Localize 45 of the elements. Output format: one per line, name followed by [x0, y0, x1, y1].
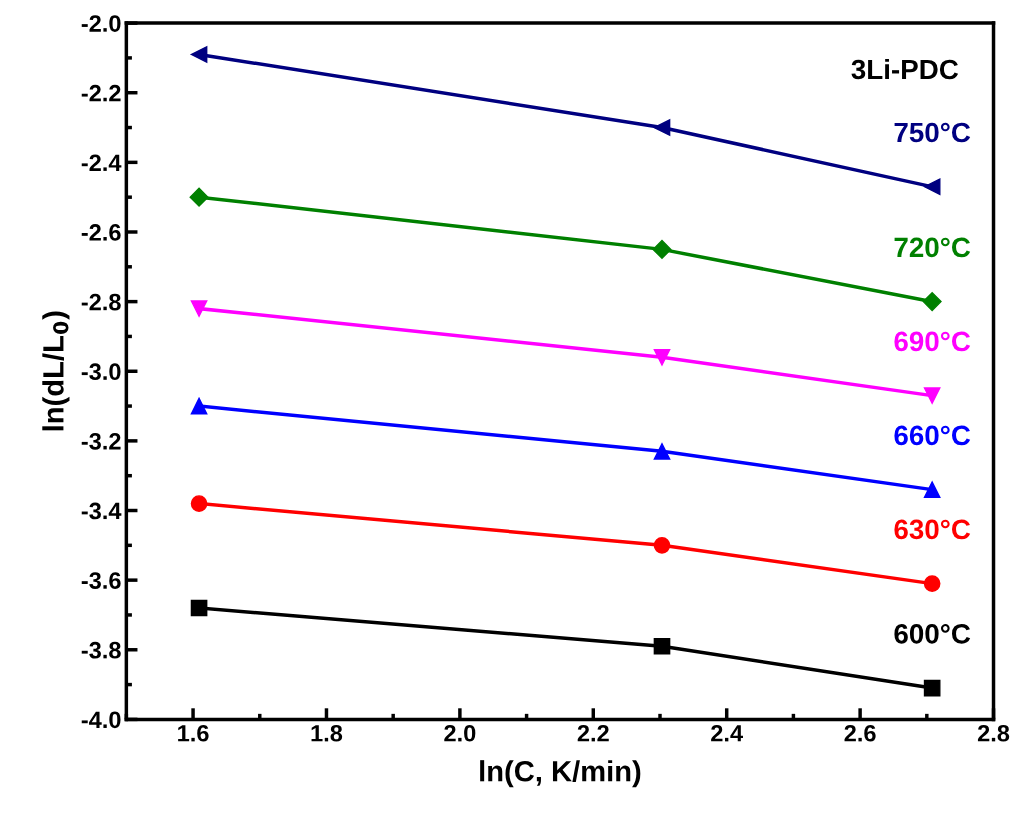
point: [190, 300, 208, 317]
series-label: 660°C: [894, 425, 971, 446]
point: [653, 119, 671, 136]
y-tick-label: -2.0: [81, 15, 121, 32]
point: [923, 679, 941, 697]
series-label: 690°C: [894, 331, 971, 352]
x-tick-label: 2.4: [711, 724, 743, 742]
y-axis-title: ln(dL/L$_{0}$): [42, 311, 70, 431]
annotation: 3Li-PDC: [851, 58, 959, 80]
x-tick-label: 1.8: [311, 724, 343, 742]
y-tick-label: -3.4: [81, 502, 122, 520]
x-tick-label: 2.6: [844, 724, 876, 742]
y-tick-label: -3.0: [81, 363, 121, 381]
point: [923, 481, 941, 498]
y-tick-label: -4.0: [81, 711, 121, 729]
y-tick-label: -2.2: [81, 84, 121, 102]
point: [653, 442, 671, 460]
point: [653, 637, 671, 655]
y-tick-label: -3.8: [81, 641, 121, 659]
series-label: 750°C: [894, 122, 971, 143]
point: [652, 239, 672, 259]
x-tick-label: 2.8: [977, 724, 1010, 742]
series-label: 720°C: [894, 237, 971, 258]
point: [190, 46, 208, 63]
point: [190, 495, 208, 512]
point: [922, 292, 942, 312]
series-label: 630°C: [894, 519, 971, 540]
x-tick-label: 2.2: [577, 724, 609, 742]
point: [653, 348, 671, 366]
y-tick-label: -2.4: [81, 154, 122, 171]
point: [923, 575, 941, 592]
y-tick-label: -2.8: [81, 293, 121, 311]
point: [923, 387, 941, 404]
point: [190, 599, 208, 617]
point: [189, 187, 209, 207]
y-tick-label: -3.2: [81, 432, 121, 450]
point: [923, 178, 941, 196]
point: [653, 536, 671, 554]
x-tick-label: 2.0: [444, 724, 476, 742]
x-axis-title: ln(C, K/min): [480, 760, 641, 788]
x-tick-label: 1.6: [178, 724, 209, 742]
point: [190, 397, 208, 415]
y-tick-label: -3.6: [81, 572, 121, 589]
y-tick-label: -2.6: [81, 224, 121, 241]
series-label: 600°C: [894, 624, 971, 644]
